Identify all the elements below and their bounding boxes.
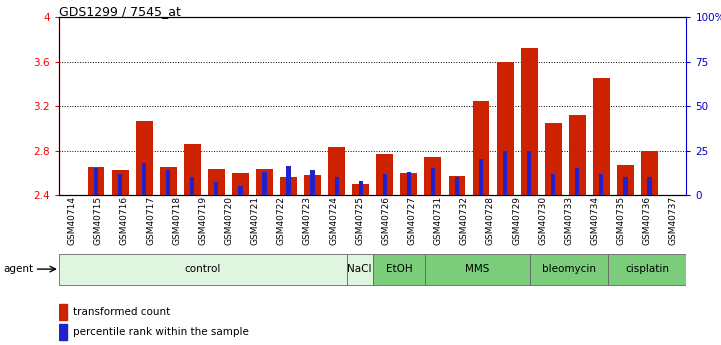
Bar	[545, 123, 562, 195]
Bar	[383, 174, 387, 195]
Bar	[593, 78, 610, 195]
Bar	[641, 150, 658, 195]
Text: GSM40732: GSM40732	[460, 196, 469, 245]
Text: GSM40725: GSM40725	[355, 196, 364, 245]
Bar	[166, 170, 170, 195]
Text: GSM40724: GSM40724	[329, 196, 338, 245]
Bar	[521, 48, 538, 195]
Bar	[328, 147, 345, 195]
Text: GSM40721: GSM40721	[251, 196, 260, 245]
Bar	[88, 167, 105, 195]
Bar	[112, 170, 128, 195]
Text: percentile rank within the sample: percentile rank within the sample	[73, 327, 249, 337]
Text: NaCl: NaCl	[348, 264, 372, 274]
Text: EtOH: EtOH	[386, 264, 412, 274]
Text: cisplatin: cisplatin	[625, 264, 669, 274]
Text: GSM40720: GSM40720	[224, 196, 234, 245]
Bar	[286, 167, 291, 195]
Text: GSM40717: GSM40717	[146, 196, 155, 245]
Bar	[425, 254, 529, 285]
Bar	[232, 173, 249, 195]
Bar	[455, 177, 459, 195]
Bar	[529, 254, 608, 285]
Bar	[142, 163, 146, 195]
Bar	[448, 176, 465, 195]
Bar	[497, 62, 513, 195]
Bar	[599, 174, 603, 195]
Bar	[59, 324, 67, 340]
Text: GSM40735: GSM40735	[616, 196, 626, 245]
Bar	[400, 173, 417, 195]
Text: GSM40733: GSM40733	[565, 196, 573, 245]
Bar	[425, 157, 441, 195]
Bar	[503, 150, 507, 195]
Text: control: control	[185, 264, 221, 274]
Text: GSM40715: GSM40715	[94, 196, 103, 245]
Text: GSM40730: GSM40730	[538, 196, 547, 245]
Bar	[94, 168, 98, 195]
Bar	[527, 150, 531, 195]
Text: GSM40716: GSM40716	[120, 196, 129, 245]
Bar	[358, 181, 363, 195]
Bar	[479, 159, 483, 195]
Bar	[160, 167, 177, 195]
Text: GSM40736: GSM40736	[642, 196, 652, 245]
Bar	[575, 168, 580, 195]
Text: GSM40723: GSM40723	[303, 196, 312, 245]
Text: GSM40729: GSM40729	[512, 196, 521, 245]
Text: GSM40714: GSM40714	[68, 196, 76, 245]
Text: GSM40731: GSM40731	[433, 196, 443, 245]
Bar	[608, 254, 686, 285]
Text: GSM40719: GSM40719	[198, 196, 208, 245]
Bar	[208, 169, 225, 195]
Bar	[347, 254, 373, 285]
Text: transformed count: transformed count	[73, 307, 170, 317]
Bar	[472, 100, 490, 195]
Text: GSM40718: GSM40718	[172, 196, 181, 245]
Text: bleomycin: bleomycin	[541, 264, 596, 274]
Bar	[551, 174, 555, 195]
Bar	[262, 172, 267, 195]
Text: MMS: MMS	[465, 264, 490, 274]
Bar	[353, 184, 369, 195]
Bar	[190, 177, 195, 195]
Bar	[280, 177, 297, 195]
Bar	[623, 177, 627, 195]
Bar	[184, 144, 200, 195]
Text: agent: agent	[4, 264, 34, 274]
Bar	[617, 165, 634, 195]
Bar	[647, 177, 652, 195]
Bar	[136, 120, 153, 195]
Bar	[59, 254, 347, 285]
Bar	[376, 154, 393, 195]
Bar	[373, 254, 425, 285]
Bar	[407, 172, 411, 195]
Bar	[118, 174, 123, 195]
Text: GSM40737: GSM40737	[669, 196, 678, 245]
Bar	[256, 169, 273, 195]
Bar	[239, 186, 242, 195]
Text: GSM40726: GSM40726	[381, 196, 390, 245]
Text: GSM40722: GSM40722	[277, 196, 286, 245]
Bar	[304, 175, 321, 195]
Bar	[335, 177, 339, 195]
Text: GSM40727: GSM40727	[407, 196, 417, 245]
Bar	[59, 304, 67, 320]
Bar	[214, 183, 218, 195]
Bar	[311, 170, 314, 195]
Text: GSM40734: GSM40734	[590, 196, 599, 245]
Bar	[569, 115, 585, 195]
Text: GSM40728: GSM40728	[486, 196, 495, 245]
Text: GDS1299 / 7545_at: GDS1299 / 7545_at	[59, 5, 181, 18]
Bar	[431, 168, 435, 195]
